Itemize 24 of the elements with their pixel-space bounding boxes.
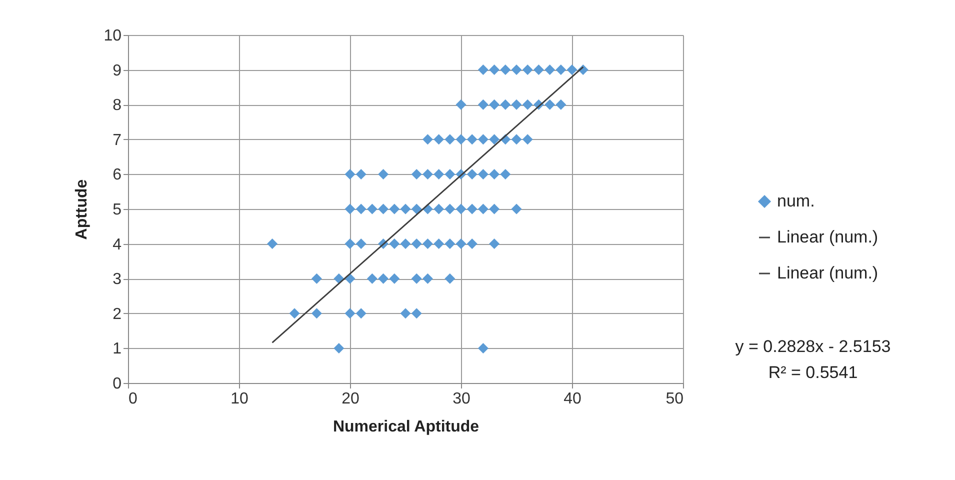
y-tick-label: 3 — [112, 271, 122, 288]
y-tick-label: 9 — [112, 62, 122, 80]
x-tick-label: 40 — [564, 390, 582, 408]
y-tick-label: 0 — [112, 376, 122, 392]
legend-label: Linear (num.) — [777, 264, 878, 282]
y-axis-title: Apttude — [74, 179, 91, 240]
x-tick-label: 0 — [128, 390, 138, 408]
y-tick-label: 2 — [112, 306, 122, 323]
legend-label: num. — [777, 192, 815, 210]
y-tick-label: 10 — [104, 28, 122, 44]
y-tick-label: 5 — [112, 202, 122, 218]
y-tick-label: 8 — [112, 97, 122, 114]
x-tick-label: 50 — [666, 390, 684, 408]
x-tick-label: 20 — [342, 390, 360, 408]
y-tick-label: 4 — [112, 236, 122, 254]
x-tick-label: 30 — [452, 390, 470, 408]
legend-label: Linear (num.) — [777, 228, 878, 246]
text: R² = 0.5541 — [768, 363, 858, 382]
x-tick-label: 10 — [230, 390, 248, 408]
x-axis-title: Numerical Aptitude — [332, 418, 480, 436]
y-tick-label: 6 — [112, 166, 122, 184]
y-tick-label: 1 — [112, 340, 122, 358]
y-tick-label: 7 — [112, 132, 122, 149]
text: y = 0.2828x - 2.5153 — [735, 337, 891, 356]
